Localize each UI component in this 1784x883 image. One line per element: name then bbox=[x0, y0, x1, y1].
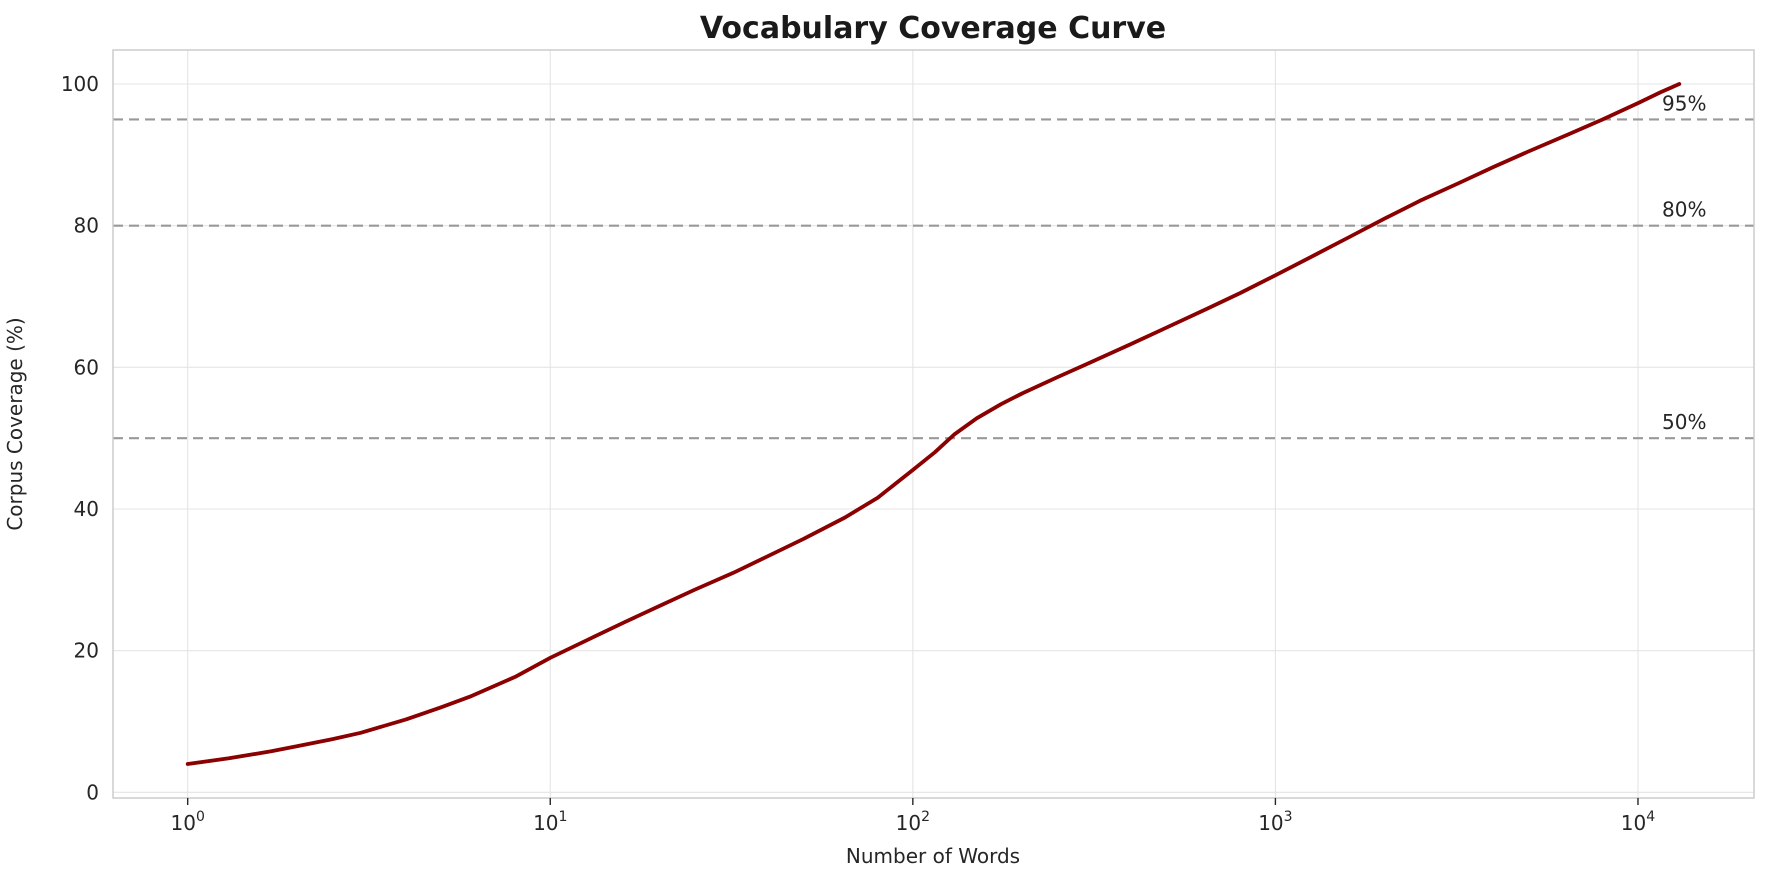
y-axis-label: Corpus Coverage (%) bbox=[3, 317, 27, 530]
y-tick-label: 80 bbox=[74, 214, 99, 238]
x-axis-label: Number of Words bbox=[846, 844, 1020, 868]
x-tick-label: 101 bbox=[533, 809, 567, 835]
coverage-curve bbox=[185, 82, 1682, 766]
x-tick-label: 103 bbox=[1258, 809, 1292, 835]
reference-lines: 50% 80% 95% bbox=[113, 91, 1754, 440]
threshold-label: 50% bbox=[1662, 410, 1706, 434]
y-tick-label: 40 bbox=[74, 497, 99, 521]
coverage-line bbox=[185, 82, 1682, 766]
y-tick-label: 100 bbox=[61, 72, 99, 96]
y-tick-label: 60 bbox=[74, 355, 99, 379]
plot-border bbox=[112, 49, 1755, 799]
y-tick-label: 0 bbox=[86, 780, 99, 804]
x-tick-label: 100 bbox=[171, 809, 205, 835]
x-axis-ticks: 100 101 102 103 104 bbox=[171, 798, 1655, 835]
y-tick-label: 20 bbox=[74, 639, 99, 663]
threshold-label: 80% bbox=[1662, 198, 1706, 222]
x-tick-label: 102 bbox=[896, 809, 930, 835]
chart-title: Vocabulary Coverage Curve bbox=[700, 11, 1166, 46]
threshold-label: 95% bbox=[1662, 91, 1706, 115]
x-tick-label: 104 bbox=[1621, 809, 1655, 835]
y-axis-ticks: 0 20 40 60 80 100 bbox=[61, 72, 99, 804]
